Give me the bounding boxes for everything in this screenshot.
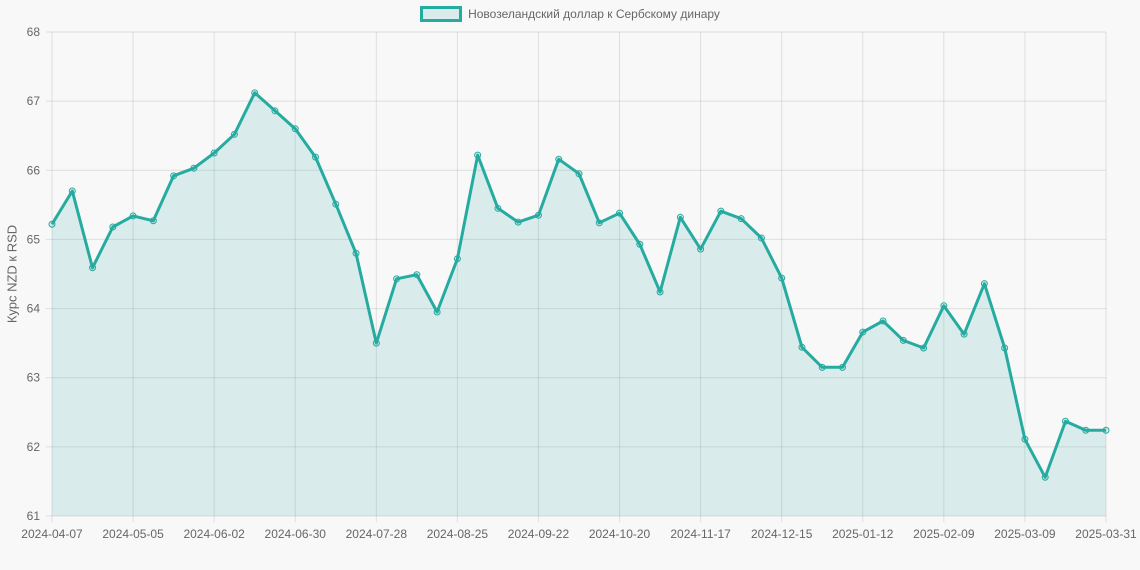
x-tick-label: 2025-01-12 (832, 527, 894, 541)
y-tick-label: 62 (27, 440, 41, 454)
area-fill (52, 92, 1106, 517)
data-point[interactable] (575, 170, 583, 178)
legend-label: Новозеландский доллар к Сербскому динару (468, 7, 720, 21)
data-point[interactable] (494, 204, 502, 212)
data-point[interactable] (433, 308, 441, 316)
chart-legend[interactable]: Новозеландский доллар к Сербскому динару (0, 6, 1140, 22)
data-point[interactable] (68, 187, 76, 195)
data-point[interactable] (595, 219, 603, 227)
y-tick-label: 65 (27, 232, 41, 246)
x-tick-label: 2024-04-07 (21, 527, 83, 541)
data-point[interactable] (271, 107, 279, 115)
data-point[interactable] (980, 280, 988, 288)
data-point[interactable] (697, 245, 705, 253)
data-point[interactable] (109, 223, 117, 231)
data-point[interactable] (818, 363, 826, 371)
data-point[interactable] (514, 218, 522, 226)
data-point[interactable] (839, 363, 846, 371)
data-point[interactable] (737, 215, 745, 223)
y-tick-label: 66 (27, 163, 41, 177)
data-point[interactable] (717, 207, 725, 215)
x-tick-label: 2024-11-17 (670, 527, 731, 541)
data-point[interactable] (656, 288, 664, 296)
data-point[interactable] (332, 200, 340, 208)
data-point[interactable] (89, 264, 97, 272)
x-tick-label: 2025-03-09 (994, 527, 1056, 541)
data-point[interactable] (393, 275, 401, 283)
data-point[interactable] (879, 317, 887, 325)
data-point[interactable] (1082, 426, 1090, 434)
data-point[interactable] (757, 234, 765, 242)
data-point[interactable] (920, 344, 928, 352)
y-tick-label: 64 (27, 302, 41, 316)
x-tick-label: 2025-02-09 (913, 527, 975, 541)
data-point[interactable] (413, 271, 421, 279)
data-point[interactable] (1102, 426, 1110, 434)
data-point[interactable] (676, 213, 684, 221)
y-tick-label: 67 (27, 94, 41, 108)
data-point[interactable] (129, 212, 137, 220)
data-point[interactable] (1001, 344, 1009, 352)
data-point[interactable] (859, 328, 867, 336)
data-point[interactable] (372, 339, 380, 347)
data-point[interactable] (899, 336, 907, 344)
data-point[interactable] (778, 274, 786, 282)
x-tick-label: 2024-10-20 (589, 527, 651, 541)
data-point[interactable] (555, 155, 563, 163)
y-tick-label: 63 (27, 371, 41, 385)
x-tick-label: 2024-08-25 (427, 527, 489, 541)
x-tick-label: 2025-03-31 (1075, 527, 1137, 541)
x-tick-label: 2024-12-15 (751, 527, 813, 541)
data-point[interactable] (230, 130, 238, 138)
data-point[interactable] (798, 343, 806, 351)
x-tick-label: 2024-06-30 (265, 527, 327, 541)
data-point[interactable] (1061, 417, 1069, 425)
data-point[interactable] (170, 172, 178, 180)
x-tick-label: 2024-09-22 (508, 527, 570, 541)
data-point[interactable] (210, 149, 218, 157)
data-point[interactable] (149, 217, 157, 225)
data-point[interactable] (1041, 473, 1049, 481)
y-tick-label: 68 (27, 25, 41, 39)
data-point[interactable] (636, 240, 644, 248)
data-point[interactable] (1021, 435, 1029, 443)
y-tick-label: 61 (27, 509, 41, 523)
data-point[interactable] (940, 302, 948, 310)
x-tick-label: 2024-07-28 (346, 527, 408, 541)
data-point[interactable] (534, 211, 542, 219)
data-point[interactable] (48, 220, 56, 228)
data-point[interactable] (960, 330, 968, 338)
x-tick-label: 2024-05-05 (102, 527, 164, 541)
data-point[interactable] (453, 255, 461, 263)
data-point[interactable] (474, 151, 482, 159)
data-point[interactable] (616, 209, 624, 217)
data-line (50, 91, 1106, 479)
legend-color-swatch (420, 6, 463, 22)
data-point[interactable] (291, 125, 299, 133)
x-tick-label: 2024-06-02 (183, 527, 245, 541)
data-point[interactable] (352, 249, 360, 257)
data-point[interactable] (251, 89, 259, 97)
data-point[interactable] (312, 153, 319, 161)
data-point[interactable] (190, 164, 198, 172)
